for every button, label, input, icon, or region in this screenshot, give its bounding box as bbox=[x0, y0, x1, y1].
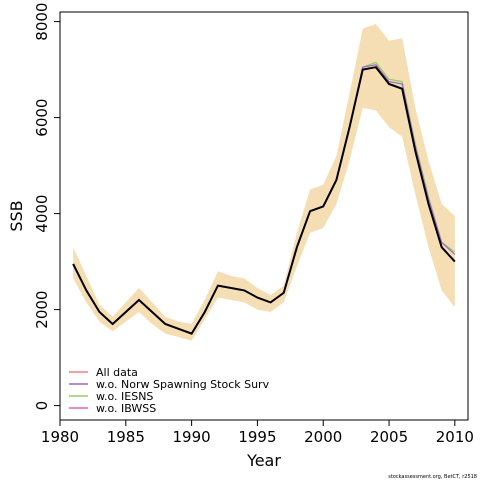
confidence-band bbox=[73, 24, 455, 341]
x-tick-label: 2010 bbox=[436, 428, 474, 446]
y-tick-label: 6000 bbox=[33, 99, 51, 137]
x-tick-label: 1985 bbox=[107, 428, 145, 446]
x-tick-label: 1980 bbox=[41, 428, 79, 446]
legend-label: w.o. IBWSS bbox=[96, 402, 156, 415]
x-tick-label: 2000 bbox=[304, 428, 342, 446]
x-tick-label: 1995 bbox=[238, 428, 276, 446]
y-tick-label: 0 bbox=[33, 401, 51, 411]
y-axis: 0 2000 4000 6000 8000 bbox=[33, 3, 60, 411]
y-tick-label: 8000 bbox=[33, 3, 51, 41]
y-tick-label: 2000 bbox=[33, 291, 51, 329]
y-axis-title: SSB bbox=[7, 200, 26, 231]
footnote-credit: stockassessment.org, BetCT, r2518 bbox=[388, 474, 477, 480]
x-axis-title: Year bbox=[246, 451, 281, 470]
series-lines-layer bbox=[72, 61, 456, 335]
confidence-band-layer bbox=[73, 24, 455, 341]
legend-label: w.o. Norw Spawning Stock Surv bbox=[96, 378, 270, 391]
y-tick-label: 4000 bbox=[33, 195, 51, 233]
legend-label: w.o. IESNS bbox=[96, 390, 153, 403]
legend-label: All data bbox=[96, 366, 138, 379]
series-line-0 bbox=[72, 66, 456, 335]
x-axis: 1980 1985 1990 1995 2000 2005 2010 bbox=[41, 420, 474, 446]
plot-frame bbox=[59, 11, 469, 421]
x-tick-label: 2005 bbox=[370, 428, 408, 446]
x-tick-label: 1990 bbox=[173, 428, 211, 446]
